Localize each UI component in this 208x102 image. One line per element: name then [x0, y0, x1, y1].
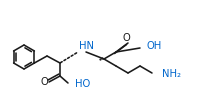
- Text: O: O: [122, 33, 130, 43]
- Text: OH: OH: [147, 41, 162, 51]
- Text: HN: HN: [79, 41, 94, 51]
- Text: NH₂: NH₂: [162, 69, 181, 79]
- Text: O: O: [40, 77, 48, 87]
- Text: HO: HO: [75, 79, 90, 89]
